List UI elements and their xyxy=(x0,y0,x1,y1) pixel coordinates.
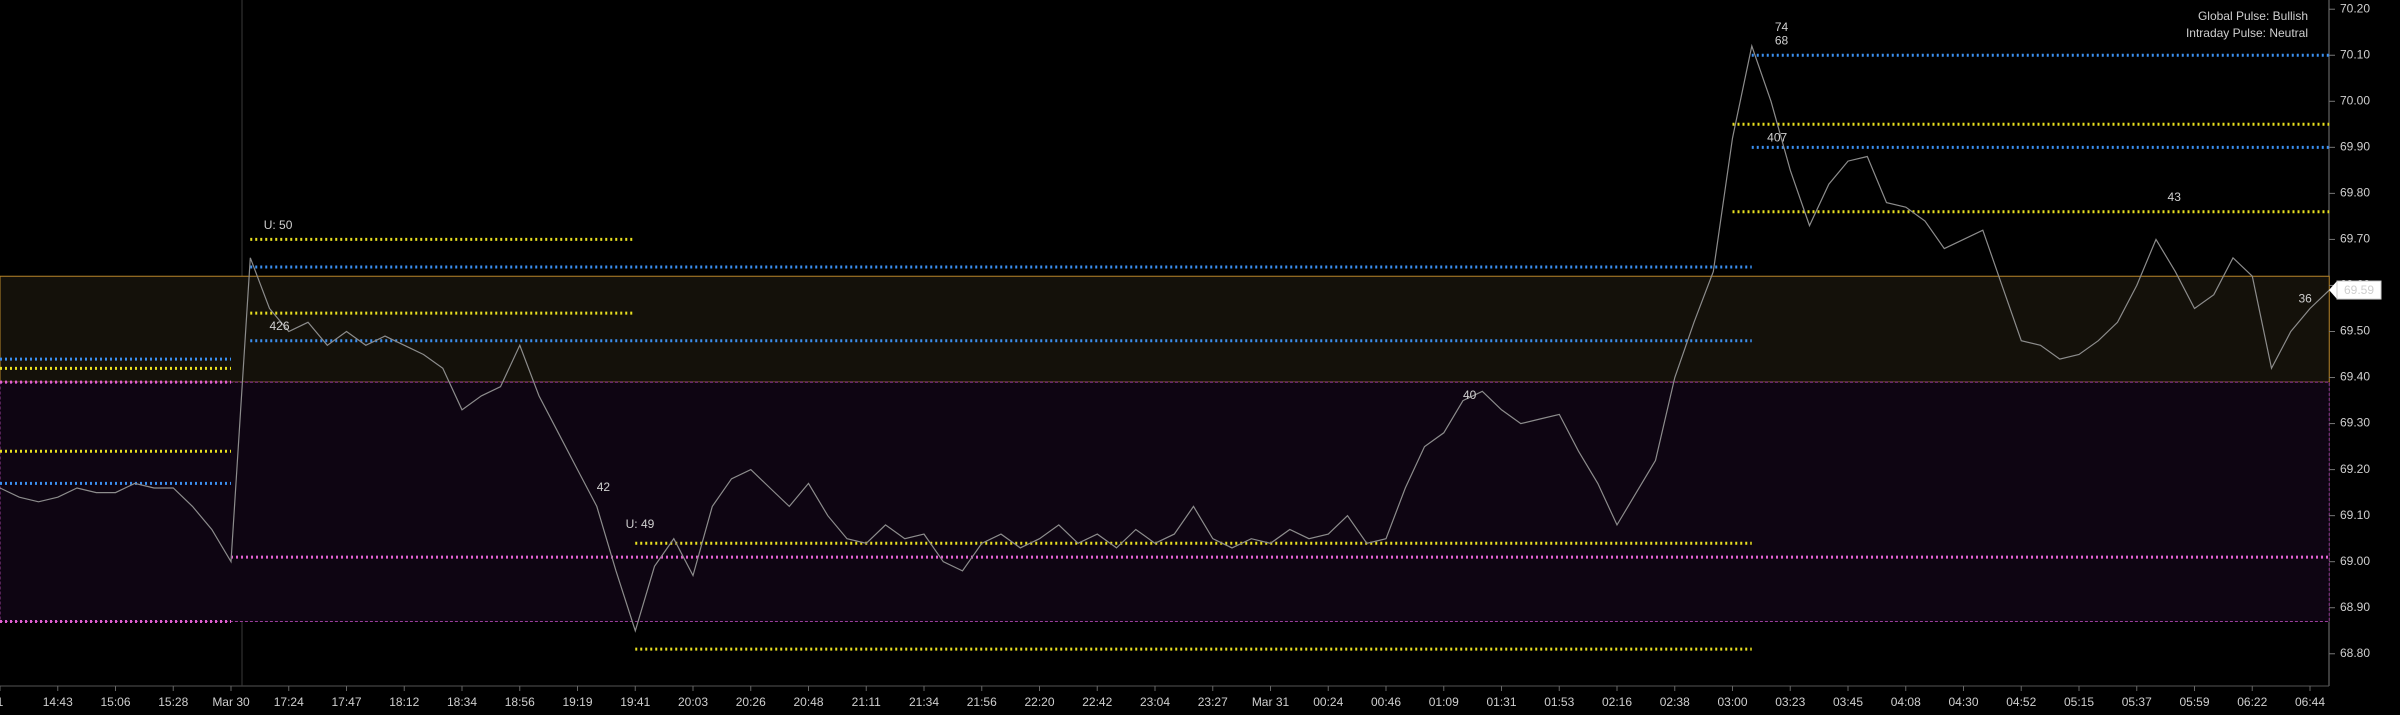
x-tick-label: 21:11 xyxy=(852,695,881,709)
x-tick-label: 03:00 xyxy=(1717,695,1747,709)
x-tick-label: 17:24 xyxy=(274,695,304,709)
x-tick-label: 15:28 xyxy=(158,695,188,709)
y-tick-label: 68.90 xyxy=(2340,600,2370,614)
x-tick-label: 01:09 xyxy=(1429,695,1459,709)
x-tick-label: 17:47 xyxy=(331,695,361,709)
y-tick-label: 69.00 xyxy=(2340,554,2370,568)
x-tick-label: 23:27 xyxy=(1198,695,1228,709)
y-tick-label: 69.70 xyxy=(2340,232,2370,246)
x-tick-label: 22:20 xyxy=(1024,695,1054,709)
x-tick-label: 18:12 xyxy=(389,695,419,709)
x-tick-label: 21:34 xyxy=(909,695,939,709)
x-tick-label: 23:04 xyxy=(1140,695,1170,709)
x-tick-label: 05:37 xyxy=(2122,695,2152,709)
zone xyxy=(0,381,2330,623)
x-tick-label: 02:38 xyxy=(1660,695,1690,709)
annotation: 426 xyxy=(270,319,290,333)
x-tick-label: Mar 30 xyxy=(212,695,250,709)
y-tick-label: 69.40 xyxy=(2340,370,2370,384)
annotation: U: 50 xyxy=(264,218,293,232)
annotation: 40 xyxy=(1463,388,1477,402)
price-line xyxy=(0,43,2330,633)
x-tick-label: 06:22 xyxy=(2237,695,2267,709)
y-tick-label: 70.20 xyxy=(2340,1,2370,15)
y-tick-label: 70.10 xyxy=(2340,47,2370,61)
y-tick-label: 69.30 xyxy=(2340,416,2370,430)
x-tick-label: 21:56 xyxy=(967,695,997,709)
annotation: 42 xyxy=(597,480,611,494)
x-tick-label: 20:03 xyxy=(678,695,708,709)
x-tick-label: 20:48 xyxy=(793,695,823,709)
x-tick-label: 00:46 xyxy=(1371,695,1401,709)
x-tick-label: 05:15 xyxy=(2064,695,2094,709)
annotation: 68 xyxy=(1775,34,1789,48)
x-tick-label: 02:16 xyxy=(1602,695,1632,709)
x-tick-label: 1 xyxy=(0,695,4,709)
annotation: U: 49 xyxy=(626,517,655,531)
y-tick-label: 69.80 xyxy=(2340,186,2370,200)
y-tick-label: 70.00 xyxy=(2340,93,2370,107)
x-tick-label: 18:56 xyxy=(505,695,535,709)
x-tick-label: 04:08 xyxy=(1891,695,1921,709)
status-text: Intraday Pulse: Neutral xyxy=(2186,26,2308,40)
annotation: 43 xyxy=(2168,190,2182,204)
x-tick-label: 14:43 xyxy=(43,695,73,709)
x-tick-label: 06:44 xyxy=(2295,695,2325,709)
y-tick-label: 69.10 xyxy=(2340,508,2370,522)
x-tick-label: 04:52 xyxy=(2006,695,2036,709)
x-tick-label: 03:45 xyxy=(1833,695,1863,709)
status-text: Global Pulse: Bullish xyxy=(2198,9,2308,23)
zone xyxy=(0,275,2330,383)
x-tick-label: 05:59 xyxy=(2179,695,2209,709)
x-tick-label: 00:24 xyxy=(1313,695,1343,709)
annotation: 36 xyxy=(2298,291,2312,305)
annotation: 407 xyxy=(1767,130,1787,144)
x-tick-label: 01:53 xyxy=(1544,695,1574,709)
y-tick-label: 69.20 xyxy=(2340,462,2370,476)
x-tick-label: 22:42 xyxy=(1082,695,1112,709)
x-tick-label: 03:23 xyxy=(1775,695,1805,709)
x-tick-label: Mar 31 xyxy=(1252,695,1290,709)
x-tick-label: 01:31 xyxy=(1486,695,1516,709)
y-tick-label: 68.80 xyxy=(2340,646,2370,660)
last-price-label: 69.59 xyxy=(2344,283,2374,297)
x-tick-label: 20:26 xyxy=(736,695,766,709)
last-price-pointer xyxy=(2329,281,2337,300)
y-tick-label: 69.50 xyxy=(2340,324,2370,338)
x-tick-label: 04:30 xyxy=(1948,695,1978,709)
x-tick-label: 19:41 xyxy=(620,695,650,709)
annotation: 74 xyxy=(1775,20,1789,34)
y-tick-label: 69.90 xyxy=(2340,140,2370,154)
last-price-box xyxy=(2336,280,2382,300)
x-tick-label: 15:06 xyxy=(100,695,130,709)
x-tick-label: 18:34 xyxy=(447,695,477,709)
x-tick-label: 19:19 xyxy=(562,695,592,709)
